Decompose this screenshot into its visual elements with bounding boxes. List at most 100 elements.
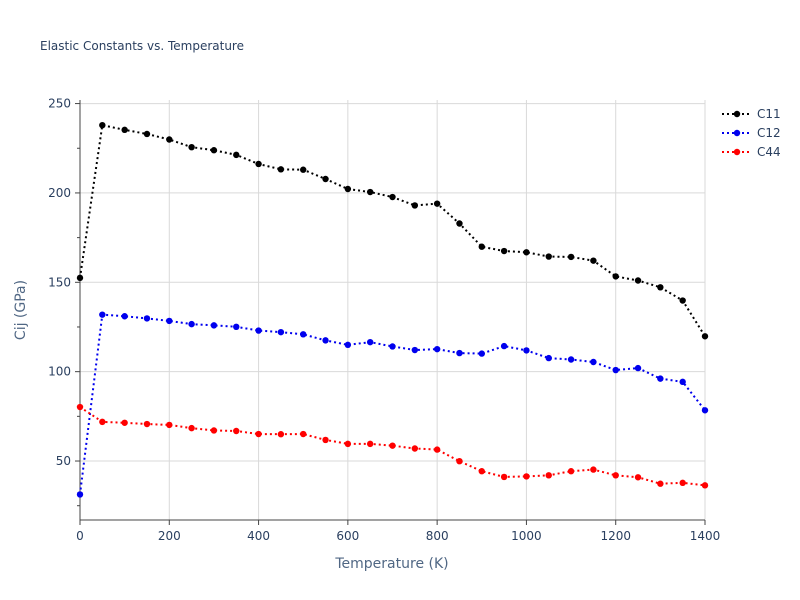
- legend-marker-c11: [733, 110, 741, 118]
- data-point-c11: [612, 273, 619, 280]
- data-point-c12: [634, 364, 642, 372]
- legend: C11 C12 C44: [722, 107, 781, 159]
- data-point-c12: [545, 354, 552, 362]
- data-point-c12: [411, 346, 419, 354]
- data-point-c44: [76, 403, 84, 411]
- x-axis-title: Temperature (K): [334, 556, 448, 572]
- x-tick-label: 1400: [690, 529, 721, 543]
- data-point-c44: [478, 468, 485, 475]
- data-point-c11: [389, 193, 396, 201]
- data-point-c44: [567, 468, 575, 475]
- data-point-c44: [143, 420, 151, 428]
- data-point-c44: [344, 440, 352, 448]
- series-line-c12: [79, 313, 706, 495]
- data-point-c12: [255, 327, 262, 334]
- legend-marker-c44: [733, 148, 741, 156]
- data-point-c12: [389, 343, 396, 350]
- data-point-c12: [76, 491, 84, 498]
- data-point-c11: [188, 143, 195, 151]
- x-tick-label: 1000: [511, 529, 542, 543]
- data-point-c44: [210, 427, 218, 434]
- data-point-c12: [478, 350, 485, 357]
- data-point-c44: [166, 421, 173, 429]
- y-tick-label: 100: [48, 365, 71, 379]
- data-point-c12: [233, 323, 240, 330]
- data-point-c44: [255, 430, 262, 438]
- data-point-c44: [701, 482, 709, 489]
- legend-label-c12: C12: [757, 126, 781, 140]
- data-point-c44: [366, 440, 374, 448]
- data-point-c12: [143, 315, 151, 322]
- data-point-c12: [590, 358, 597, 366]
- chart-title: Elastic Constants vs. Temperature: [40, 39, 244, 53]
- data-point-c12: [612, 366, 619, 374]
- data-point-c11: [166, 136, 173, 143]
- data-point-c11: [76, 274, 84, 282]
- data-point-c11: [657, 284, 664, 291]
- data-point-c12: [277, 328, 285, 336]
- x-tick-label: 400: [247, 529, 270, 543]
- data-point-c44: [389, 442, 396, 449]
- data-point-c11: [411, 202, 419, 209]
- data-point-c44: [322, 436, 329, 444]
- data-point-c44: [590, 466, 597, 473]
- data-point-c12: [300, 331, 307, 338]
- y-tick-label: 50: [56, 454, 71, 468]
- data-point-c44: [277, 431, 285, 438]
- legend-marker-c12: [733, 129, 741, 137]
- x-tick-label: 800: [426, 529, 449, 543]
- data-point-c11: [478, 243, 485, 250]
- data-point-c11: [277, 166, 285, 173]
- data-point-c11: [456, 220, 463, 227]
- data-point-c12: [188, 320, 195, 328]
- data-point-c44: [657, 480, 664, 487]
- data-point-c44: [99, 418, 106, 426]
- data-point-c12: [322, 337, 329, 344]
- data-point-c12: [500, 342, 508, 350]
- data-point-c11: [322, 175, 329, 183]
- data-point-c11: [679, 297, 686, 304]
- data-point-c12: [366, 338, 374, 346]
- legend-label-c11: C11: [757, 107, 781, 121]
- data-point-c11: [143, 130, 151, 138]
- data-point-c44: [545, 472, 552, 479]
- data-point-c44: [634, 474, 642, 481]
- data-point-c11: [300, 166, 307, 173]
- data-point-c11: [634, 277, 642, 284]
- data-point-c12: [657, 375, 664, 382]
- data-point-c11: [567, 253, 575, 261]
- data-point-c11: [433, 200, 441, 207]
- data-point-c44: [188, 424, 195, 432]
- data-point-c12: [679, 378, 686, 386]
- x-tick-label: 200: [158, 529, 181, 543]
- data-point-c12: [344, 341, 352, 349]
- data-point-c44: [500, 473, 508, 481]
- data-point-c12: [210, 322, 218, 329]
- data-point-c11: [121, 126, 128, 134]
- data-point-c11: [366, 188, 374, 196]
- legend-label-c44: C44: [757, 145, 781, 159]
- y-tick-label: 150: [48, 275, 71, 289]
- y-tick-label: 200: [48, 186, 71, 200]
- data-point-c12: [121, 313, 128, 320]
- data-point-c11: [233, 151, 240, 159]
- data-point-c44: [612, 472, 619, 479]
- data-point-c11: [255, 160, 262, 168]
- data-point-c11: [500, 247, 508, 255]
- data-point-c11: [99, 122, 106, 129]
- data-point-c44: [456, 458, 463, 465]
- data-point-c11: [210, 147, 218, 154]
- x-tick-label: 600: [336, 529, 359, 543]
- series-layer: [76, 122, 709, 498]
- grid: [80, 100, 706, 520]
- data-point-c12: [701, 407, 709, 414]
- data-point-c44: [121, 419, 128, 426]
- data-point-c11: [344, 185, 352, 193]
- y-axis-title: Cij (GPa): [13, 280, 29, 340]
- data-point-c12: [99, 311, 106, 318]
- data-point-c11: [701, 333, 709, 340]
- data-point-c11: [545, 253, 552, 260]
- data-point-c12: [456, 349, 463, 357]
- data-point-c12: [523, 347, 530, 354]
